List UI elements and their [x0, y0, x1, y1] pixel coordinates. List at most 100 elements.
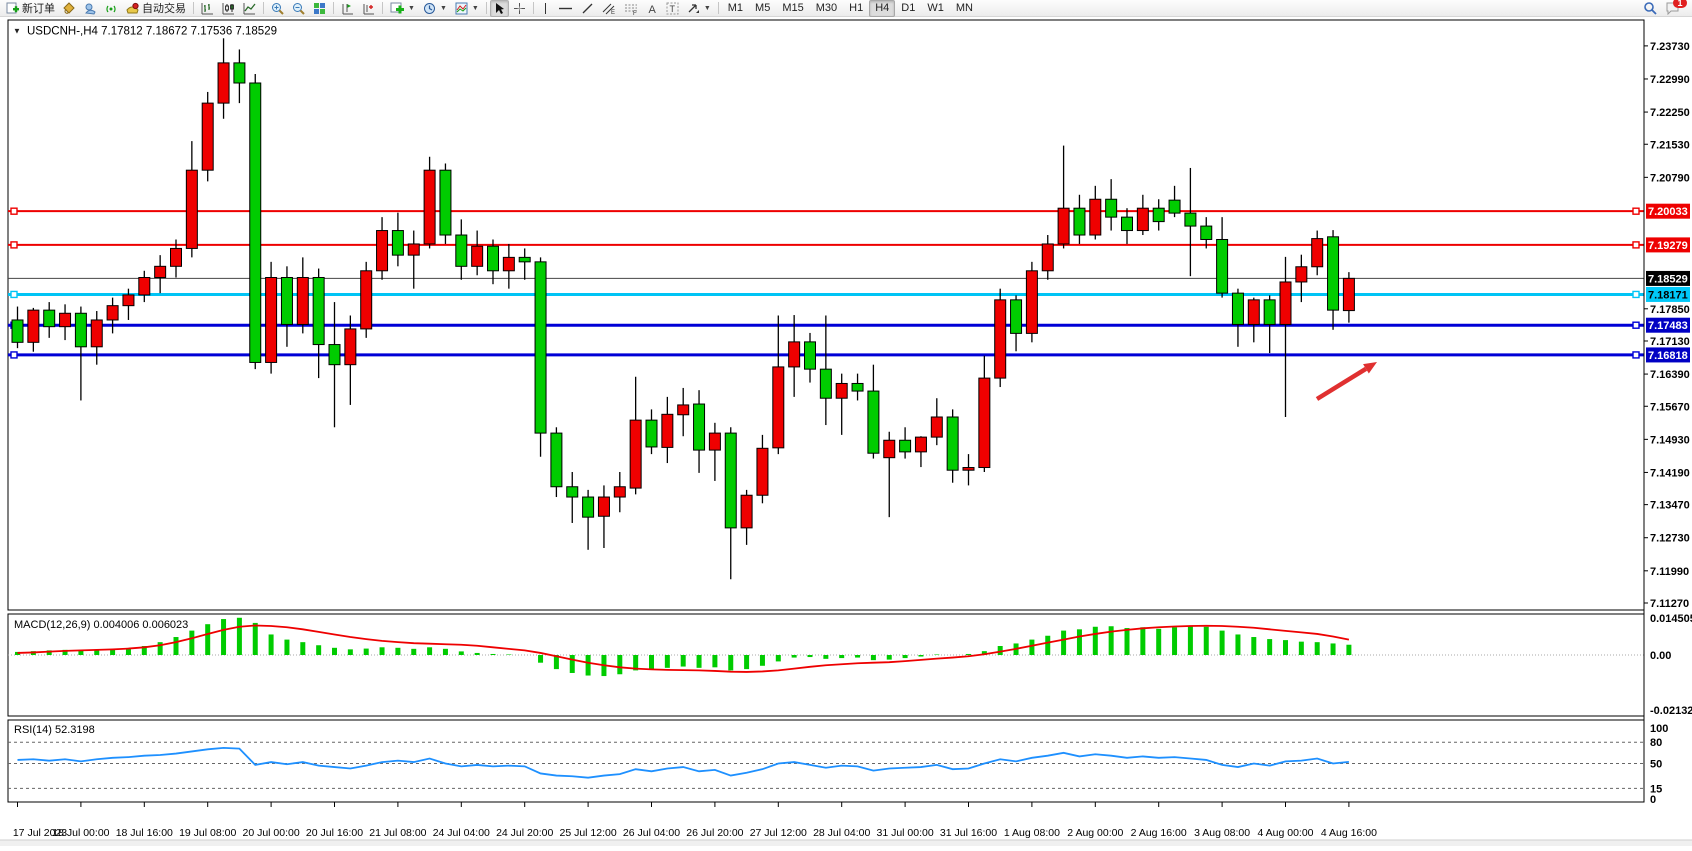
line-chart-button[interactable]	[239, 0, 260, 17]
timeframe-button-h4[interactable]: H4	[869, 0, 896, 17]
svg-text:7.17850: 7.17850	[1650, 304, 1690, 316]
macd-signal-line	[17, 624, 1350, 673]
signal-button[interactable]	[101, 0, 122, 17]
chart-window[interactable]: ▼ USDCNH-,H4 7.17812 7.18672 7.17536 7.18…	[0, 18, 1692, 846]
zoom-out-button[interactable]	[288, 0, 309, 17]
svg-text:3 Aug 08:00: 3 Aug 08:00	[1194, 827, 1250, 839]
svg-text:7.14930: 7.14930	[1650, 434, 1690, 446]
svg-text:7.20790: 7.20790	[1650, 172, 1690, 184]
svg-text:7.22250: 7.22250	[1650, 107, 1690, 119]
macd-panel[interactable]: MACD(12,26,9) 0.004006 0.006023	[8, 617, 1644, 677]
notifications-button[interactable]: 1	[1661, 0, 1687, 17]
svg-text:7.12730: 7.12730	[1650, 533, 1690, 545]
toolbar-separator	[532, 2, 534, 14]
new-order-button[interactable]: 新订单	[2, 0, 59, 17]
svg-text:USDCNH-,H4 7.17812 7.18672 7.: USDCNH-,H4 7.17812 7.18672 7.17536 7.185…	[27, 26, 277, 38]
crosshair-icon	[513, 2, 526, 15]
template-icon	[455, 2, 468, 15]
text-label-button[interactable]: T	[662, 0, 683, 17]
svg-text:7.17483: 7.17483	[1648, 320, 1688, 332]
svg-text:7.18171: 7.18171	[1648, 289, 1688, 301]
svg-text:15: 15	[1650, 783, 1662, 795]
chevron-down-icon: ▼	[703, 4, 711, 12]
text-button[interactable]: A	[643, 0, 662, 17]
indicators-button[interactable]: ▼	[386, 0, 419, 17]
svg-text:20 Jul 00:00: 20 Jul 00:00	[242, 827, 299, 839]
svg-text:7.11990: 7.11990	[1650, 566, 1689, 578]
svg-text:24 Jul 20:00: 24 Jul 20:00	[496, 827, 553, 839]
channel-icon: E	[602, 2, 616, 15]
toolbar-separator	[333, 2, 334, 14]
svg-text:7.11270: 7.11270	[1650, 598, 1689, 610]
annotation-arrow[interactable]	[1315, 362, 1377, 401]
vertical-line-button[interactable]	[537, 0, 554, 17]
cursor-button[interactable]	[489, 0, 509, 17]
timeframe-button-m15[interactable]: M15	[782, 2, 804, 14]
candlestick-chart-button[interactable]	[218, 0, 239, 17]
timeframe-button-m1[interactable]: M1	[727, 2, 744, 14]
tile-windows-button[interactable]	[309, 0, 330, 17]
svg-text:A: A	[648, 4, 656, 15]
svg-text:4 Aug 16:00: 4 Aug 16:00	[1321, 827, 1377, 839]
svg-text:17 Jul 2023: 17 Jul 2023	[13, 827, 67, 839]
svg-text:7.16818: 7.16818	[1648, 350, 1688, 362]
toolbar-separator	[263, 2, 264, 14]
text-label-icon: T	[666, 2, 679, 15]
svg-text:28 Jul 04:00: 28 Jul 04:00	[813, 827, 870, 839]
styles-bucket-button[interactable]	[59, 0, 80, 17]
shapes-button[interactable]: ▼	[683, 0, 715, 17]
equidistant-channel-button[interactable]: E	[598, 0, 620, 17]
cursor-arrow-icon	[494, 2, 505, 15]
add-indicator-icon	[390, 2, 404, 15]
rsi-line	[17, 746, 1349, 779]
toolbar: 新订单 自动交易	[0, 0, 1692, 17]
fibonacci-button[interactable]: F	[620, 0, 643, 17]
svg-text:80: 80	[1650, 737, 1662, 749]
timeframe-button-h1[interactable]: H1	[849, 2, 864, 14]
svg-text:4 Aug 00:00: 4 Aug 00:00	[1257, 827, 1313, 839]
chart-shift-icon	[341, 2, 354, 15]
new-order-icon	[6, 2, 19, 15]
vertical-line-icon	[541, 2, 550, 15]
rsi-panel[interactable]: RSI(14) 52.3198	[8, 724, 1644, 789]
timeframe-button-mn[interactable]: MN	[955, 2, 973, 14]
candlestick-icon	[222, 2, 235, 15]
svg-text:E: E	[611, 10, 615, 15]
timeframe-button-m5[interactable]: M5	[755, 2, 771, 14]
toolbar-separator	[485, 2, 487, 14]
publish-button[interactable]	[80, 0, 101, 17]
svg-text:-0.021326: -0.021326	[1650, 705, 1692, 717]
svg-text:18 Jul 00:00: 18 Jul 00:00	[52, 827, 109, 839]
tile-windows-icon	[313, 2, 326, 15]
periods-button[interactable]: ▼	[419, 0, 451, 17]
new-order-label: 新订单	[22, 3, 55, 15]
crosshair-button[interactable]	[509, 0, 530, 17]
svg-text:7.22990: 7.22990	[1650, 74, 1690, 86]
zoom-in-button[interactable]	[267, 0, 288, 17]
auto-trading-button[interactable]: 自动交易	[122, 0, 190, 17]
svg-text:100: 100	[1650, 723, 1668, 735]
auto-trading-icon	[126, 2, 139, 15]
svg-text:7.21530: 7.21530	[1650, 139, 1690, 151]
svg-text:31 Jul 00:00: 31 Jul 00:00	[876, 827, 933, 839]
svg-text:20 Jul 16:00: 20 Jul 16:00	[306, 827, 363, 839]
search-button[interactable]	[1639, 0, 1661, 17]
chart-canvas[interactable]: ▼ USDCNH-,H4 7.17812 7.18672 7.17536 7.18…	[0, 18, 1692, 846]
trendline-button[interactable]	[577, 0, 598, 17]
templates-button[interactable]: ▼	[451, 0, 483, 17]
svg-text:T: T	[669, 4, 675, 14]
clock-icon	[423, 2, 436, 15]
timeframe-button-m30[interactable]: M30	[815, 2, 838, 14]
chart-shift-button[interactable]	[337, 0, 358, 17]
timeframe-button-d1[interactable]: D1	[901, 2, 916, 14]
trendline-icon	[581, 2, 594, 15]
auto-scroll-button[interactable]	[358, 0, 379, 17]
ohlc-bars-button[interactable]	[197, 0, 218, 17]
timeframe-button-w1[interactable]: W1	[927, 2, 944, 14]
horizontal-line-icon	[558, 2, 573, 15]
candlestick-series	[11, 38, 1355, 580]
horizontal-line-button[interactable]	[554, 0, 577, 17]
svg-text:31 Jul 16:00: 31 Jul 16:00	[940, 827, 997, 839]
svg-text:7.15670: 7.15670	[1650, 401, 1690, 413]
